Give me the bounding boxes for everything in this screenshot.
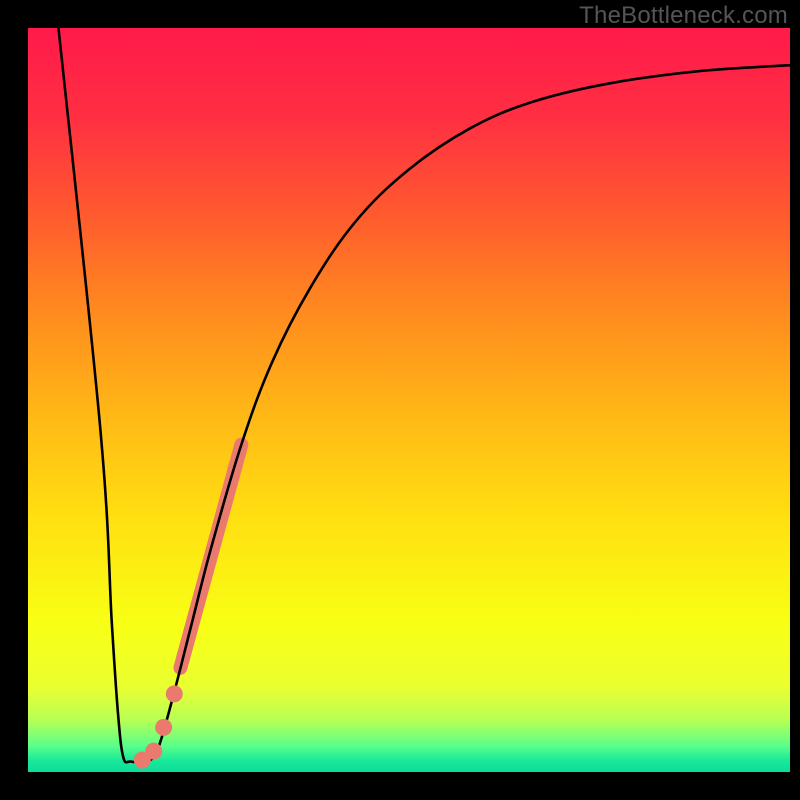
- frame-border-bottom: [0, 772, 800, 800]
- watermark-text: TheBottleneck.com: [579, 2, 788, 30]
- highlight-dot: [134, 752, 151, 769]
- curve-overlay: [28, 28, 790, 772]
- highlight-dot: [166, 685, 183, 702]
- highlight-dots: [134, 685, 183, 768]
- plot-area: [28, 28, 790, 772]
- highlight-dot: [155, 719, 172, 736]
- frame-border-left: [0, 0, 28, 800]
- chart-frame: TheBottleneck.com: [0, 0, 800, 800]
- frame-border-right: [790, 0, 800, 800]
- main-curve: [58, 28, 790, 763]
